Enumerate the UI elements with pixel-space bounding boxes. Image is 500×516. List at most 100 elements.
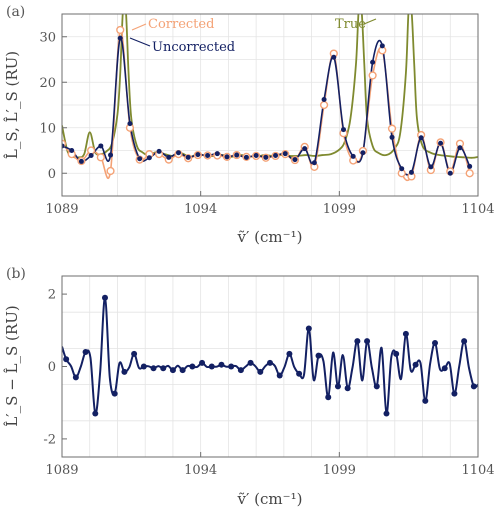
x-tick-label: 1104 xyxy=(461,202,494,217)
difference-point xyxy=(470,383,477,390)
uncorrected-point xyxy=(389,134,395,140)
uncorrected-point xyxy=(234,152,240,158)
difference-point xyxy=(373,383,380,390)
uncorrected-point xyxy=(224,154,230,160)
uncorrected-point xyxy=(340,127,346,133)
panel-a-x-axis-label: ṽ′ (cm⁻¹) xyxy=(237,228,303,246)
legend-true-label: True xyxy=(335,17,366,32)
difference-point xyxy=(63,356,70,363)
difference-point xyxy=(257,368,264,375)
x-tick-label: 1104 xyxy=(461,463,494,478)
corrected-point xyxy=(96,153,105,162)
difference-point xyxy=(179,367,186,374)
x-tick-label: 1089 xyxy=(45,202,78,217)
x-tick-label: 1089 xyxy=(45,463,78,478)
uncorrected-point xyxy=(88,153,94,159)
uncorrected-point xyxy=(370,59,376,65)
uncorrected-point xyxy=(78,158,84,164)
legend-true-leader xyxy=(363,18,377,25)
y-tick-label: 0 xyxy=(48,167,56,182)
y-tick-label: 30 xyxy=(39,30,56,45)
difference-point xyxy=(199,359,206,366)
uncorrected-point xyxy=(263,154,269,160)
uncorrected-point xyxy=(108,152,114,158)
legend-corrected-leader xyxy=(131,23,147,31)
difference-point xyxy=(412,361,419,368)
difference-point xyxy=(441,365,448,372)
uncorrected-point xyxy=(156,148,162,154)
uncorrected-point xyxy=(214,151,220,157)
difference-point xyxy=(402,330,409,337)
difference-point xyxy=(296,370,303,377)
difference-point xyxy=(131,350,138,357)
difference-point xyxy=(189,363,196,370)
uncorrected-point xyxy=(195,152,201,158)
difference-point xyxy=(325,394,332,401)
corrected-point xyxy=(106,166,115,176)
uncorrected-point xyxy=(399,166,405,172)
y-tick-label: -2 xyxy=(43,432,56,447)
legend-corrected-label: Corrected xyxy=(148,17,214,32)
x-tick-label: 1099 xyxy=(323,463,356,478)
difference-point xyxy=(247,359,254,366)
corrected-point xyxy=(116,25,125,35)
y-tick-label: 2 xyxy=(48,288,56,303)
difference-point xyxy=(305,325,312,332)
difference-point xyxy=(121,368,128,375)
uncorrected-point xyxy=(127,121,133,127)
uncorrected-point xyxy=(62,143,65,149)
uncorrected-point xyxy=(311,160,317,166)
difference-point xyxy=(315,352,322,359)
legend-uncorrected-label: Uncorrected xyxy=(152,40,235,55)
difference-point xyxy=(432,339,439,346)
difference-point xyxy=(228,363,235,370)
difference-point xyxy=(169,367,176,374)
panel-a-plot-area xyxy=(62,14,478,182)
difference-point xyxy=(92,410,99,417)
uncorrected-point xyxy=(292,157,298,163)
panel-b-label: (b) xyxy=(6,266,26,282)
difference-point xyxy=(354,338,361,345)
series-group xyxy=(62,14,478,182)
difference-point xyxy=(267,359,273,366)
panel-a-y-axis-label: L̂_S, L̂′_S (RU) xyxy=(3,51,21,160)
panel-b: 1089 1094 1099 1104 -2 0 2 (b) L̂′_S − L̂_S (R… xyxy=(3,266,495,508)
panel-b-x-axis-label: ṽ′ (cm⁻¹) xyxy=(237,490,303,508)
difference-point xyxy=(451,390,458,397)
panel-a-frame xyxy=(61,13,479,197)
y-tick-label: 0 xyxy=(48,360,56,375)
difference-point xyxy=(72,374,79,381)
panel-a-ticks: 1089 1094 1099 1104 0 10 20 30 xyxy=(39,30,494,217)
difference-point xyxy=(334,383,341,390)
uncorrected-point xyxy=(438,140,444,146)
x-tick-label: 1094 xyxy=(184,463,217,478)
difference-point xyxy=(393,350,400,357)
difference-point xyxy=(140,363,147,370)
corrected-point xyxy=(368,71,377,80)
panel-a-label: (a) xyxy=(6,4,25,20)
corrected-point xyxy=(87,146,96,155)
series-true-line xyxy=(62,14,478,159)
uncorrected-point xyxy=(457,145,463,151)
uncorrected-point xyxy=(117,35,123,41)
uncorrected-point xyxy=(137,156,143,162)
difference-point xyxy=(364,338,371,345)
difference-point xyxy=(344,385,351,392)
uncorrected-point xyxy=(146,155,152,161)
uncorrected-point xyxy=(467,163,473,169)
difference-point xyxy=(82,349,89,356)
difference-point xyxy=(422,397,429,404)
series-difference-line xyxy=(62,296,478,415)
uncorrected-point xyxy=(253,153,259,159)
difference-point xyxy=(218,361,225,368)
corrected-point xyxy=(387,124,397,133)
panel-b-y-axis-label: L̂′_S − L̂_S (RU) xyxy=(3,305,21,427)
legend-uncorrected-leader xyxy=(129,37,151,47)
difference-point xyxy=(383,410,390,417)
uncorrected-point xyxy=(302,146,308,152)
y-tick-label: 20 xyxy=(39,76,56,91)
panel-a: 1089 1094 1099 1104 0 10 20 30 (a) L̂_S, L̂′_S … xyxy=(3,4,495,246)
difference-point xyxy=(111,390,118,397)
uncorrected-point xyxy=(282,151,288,157)
